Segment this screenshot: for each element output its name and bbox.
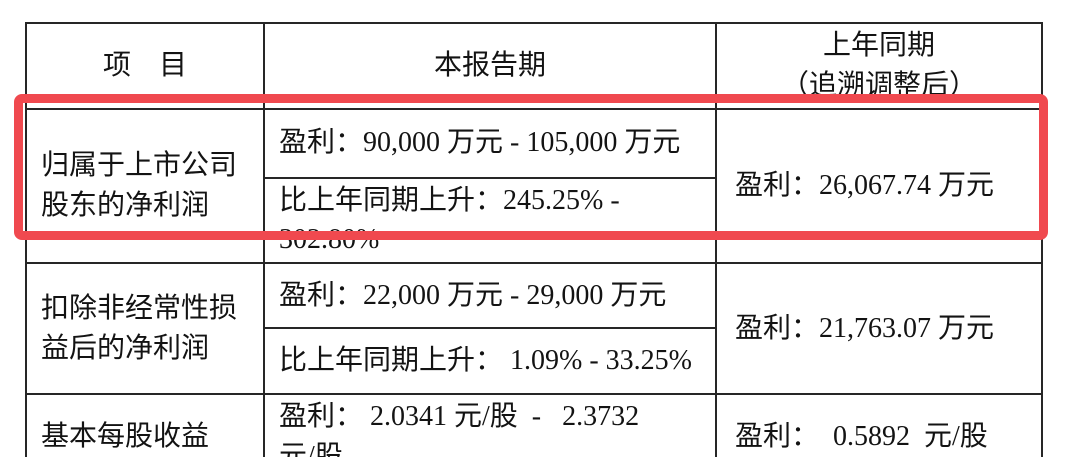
table-header-row: 项 目 本报告期 上年同期 （追溯调整后） bbox=[25, 22, 1043, 110]
item-label-deducted-profit: 扣除非经常性损 益后的净利润 bbox=[25, 262, 265, 395]
current-profit-range-net-profit: 盈利：90,000 万元 - 105,000 万元 bbox=[263, 107, 717, 179]
item-label-net-profit: 归属于上市公司 股东的净利润 bbox=[25, 107, 265, 264]
item-label-eps: 基本每股收益 bbox=[25, 393, 265, 457]
earnings-forecast-table: 项 目 本报告期 上年同期 （追溯调整后） 归属于上市公司 股东的净利润 盈利：… bbox=[25, 22, 1043, 457]
prior-profit-deducted-profit: 盈利：21,763.07 万元 bbox=[715, 262, 1043, 395]
table-row-eps: 基本每股收益 盈利： 2.0341 元/股 - 2.3732 元/股 盈利： 0… bbox=[25, 393, 1043, 457]
header-prior-period-column: 上年同期 （追溯调整后） bbox=[715, 22, 1043, 110]
current-profit-range-deducted-profit: 盈利：22,000 万元 - 29,000 万元 bbox=[263, 262, 717, 329]
header-current-period-column: 本报告期 bbox=[263, 22, 717, 110]
table-row-net-profit: 归属于上市公司 股东的净利润 盈利：90,000 万元 - 105,000 万元… bbox=[25, 107, 1043, 264]
current-profit-range-eps: 盈利： 2.0341 元/股 - 2.3732 元/股 bbox=[263, 393, 717, 457]
prior-profit-eps: 盈利： 0.5892 元/股 bbox=[715, 393, 1043, 457]
prior-profit-net-profit: 盈利：26,067.74 万元 bbox=[715, 107, 1043, 264]
table-row-deducted-profit: 扣除非经常性损 益后的净利润 盈利：22,000 万元 - 29,000 万元 … bbox=[25, 262, 1043, 395]
table-row-deducted-profit-change: 比上年同期上升： 1.09% - 33.25% bbox=[26, 327, 1042, 395]
current-change-range-deducted-profit: 比上年同期上升： 1.09% - 33.25% bbox=[263, 327, 717, 395]
header-item-column: 项 目 bbox=[25, 22, 265, 110]
current-change-range-net-profit: 比上年同期上升：245.25% - 302.80% bbox=[263, 176, 717, 264]
